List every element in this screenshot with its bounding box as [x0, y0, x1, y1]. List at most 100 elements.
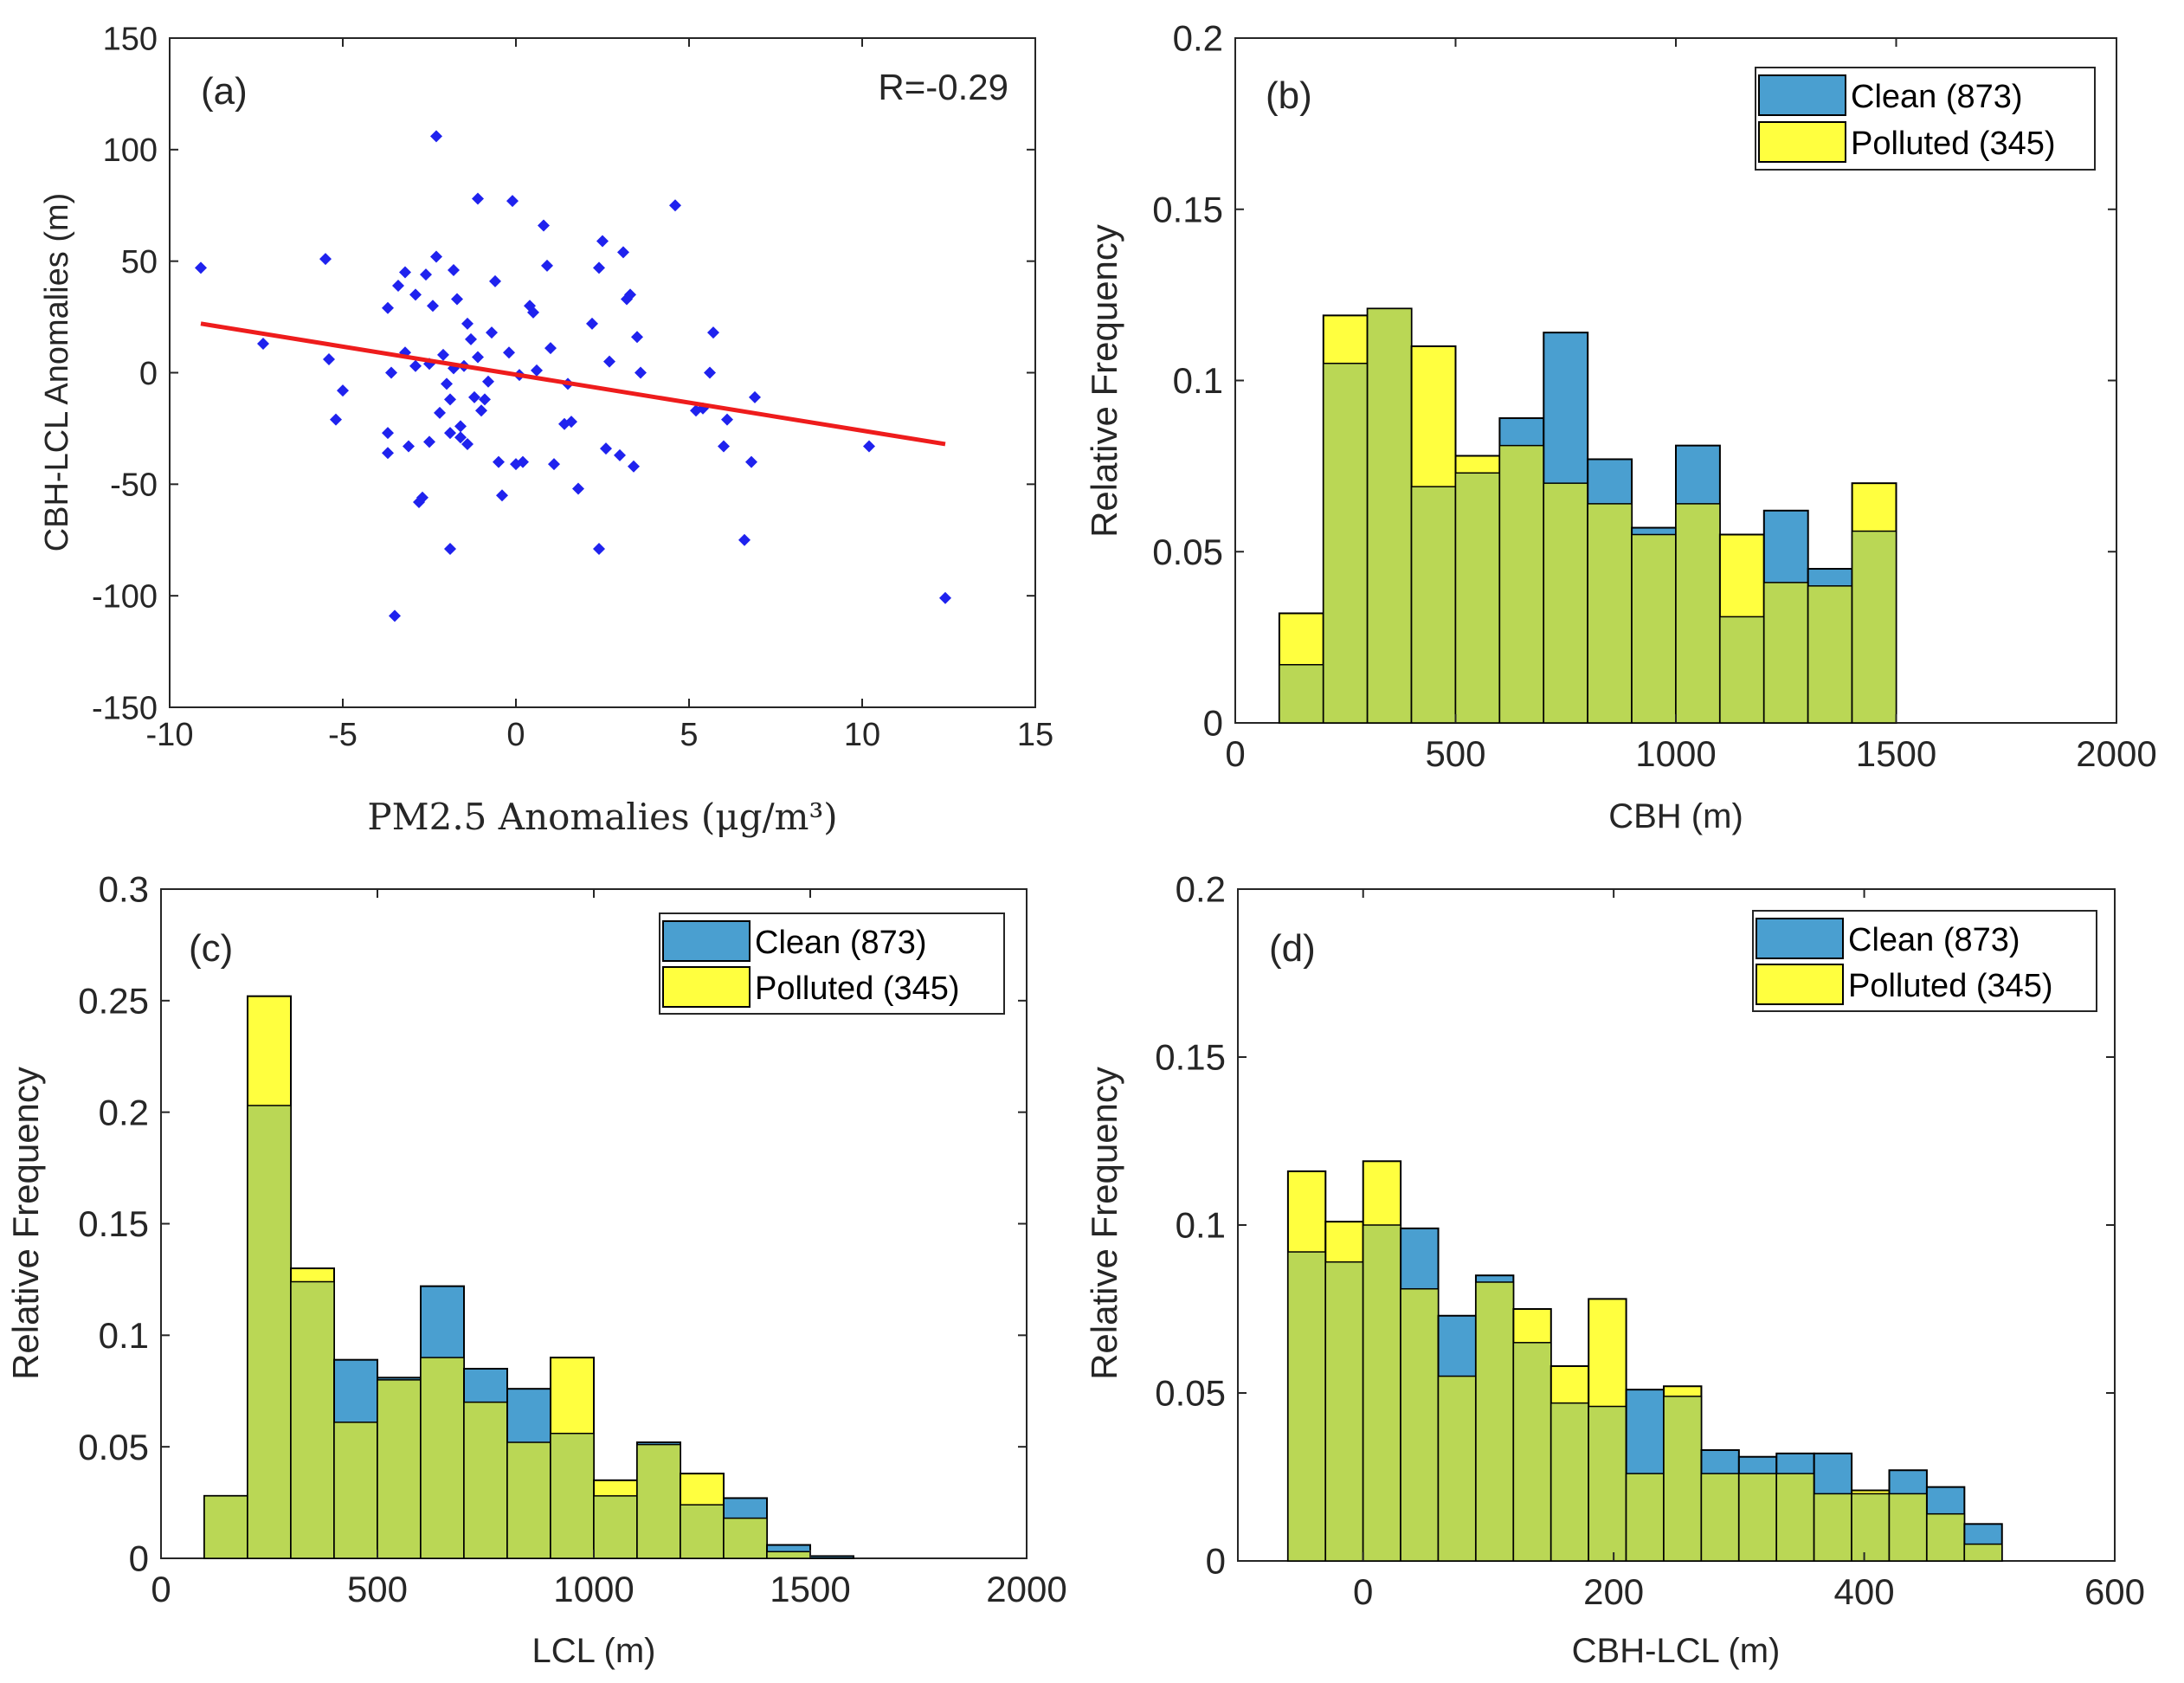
scatter-point	[461, 437, 474, 450]
scatter-point	[527, 306, 539, 319]
scatter-point	[430, 250, 442, 263]
legend-swatch-polluted	[1756, 964, 1844, 1005]
y-tick-label: 0	[139, 356, 158, 392]
x-tick-label: 500	[347, 1569, 408, 1609]
bar-overlap	[1279, 664, 1324, 724]
scatter-point	[586, 317, 598, 330]
bar-overlap	[1926, 1512, 1966, 1562]
y-tick-label: 0.1	[99, 1315, 149, 1356]
x-axis-label-c: LCL (m)	[532, 1632, 656, 1670]
y-axis-label-a: CBH-LCL Anomalies (m)	[39, 193, 75, 552]
scatter-point	[479, 393, 491, 406]
scatter-point	[596, 235, 609, 248]
y-axis-label-c: Relative Frequency	[5, 1067, 46, 1380]
scatter-point	[434, 406, 446, 419]
y-tick-label: 0.2	[1176, 869, 1226, 910]
bar-overlap	[290, 1280, 335, 1559]
bar-overlap	[1437, 1375, 1477, 1562]
plot-area-a	[169, 37, 1036, 708]
scatter-point	[603, 355, 615, 368]
x-tick-label: 0	[1353, 1571, 1373, 1612]
scatter-point	[427, 300, 439, 313]
y-tick-label: 150	[103, 21, 158, 57]
y-tick-label: 0.15	[78, 1203, 149, 1244]
bar-overlap	[1410, 486, 1457, 724]
bar-overlap	[1719, 616, 1765, 724]
bar-overlap	[1851, 530, 1897, 724]
bar-overlap	[1454, 472, 1501, 724]
scatter-point	[430, 130, 442, 143]
y-tick-label: -150	[92, 690, 158, 726]
scatter-point	[721, 413, 733, 426]
scatter-point	[423, 435, 435, 448]
scatter-point	[441, 377, 453, 390]
legend-b: Clean (873) Polluted (345)	[1755, 67, 2096, 171]
scatter-point	[392, 280, 404, 293]
regression-line	[200, 321, 946, 447]
legend-label-clean: Clean (873)	[1851, 79, 2023, 115]
scatter-point	[718, 440, 730, 453]
correlation-annotation: R=-0.29	[878, 67, 1008, 107]
bar-overlap	[723, 1517, 768, 1559]
x-tick-label: 0	[151, 1569, 171, 1609]
scatter-point	[544, 342, 557, 355]
scatter-point	[454, 420, 467, 433]
axis-ticks-d: 0 200 400 600 0 0.05 0.1 0.15 0.2	[1155, 869, 2145, 1612]
panel-label-a: (a)	[201, 70, 248, 113]
scatter-point	[382, 427, 394, 440]
histogram-bars-b	[1278, 307, 1897, 725]
legend-swatch-polluted	[662, 966, 751, 1008]
scatter-point	[257, 338, 269, 351]
bar-overlap	[506, 1441, 551, 1559]
scatter-point	[624, 288, 636, 301]
x-axis-label-d: CBH-LCL (m)	[1572, 1632, 1781, 1670]
x-tick-label: 1000	[553, 1569, 634, 1609]
bar-overlap	[1851, 1493, 1891, 1562]
scatter-point	[319, 253, 332, 266]
scatter-point	[448, 263, 460, 276]
scatter-point	[600, 442, 612, 455]
scatter-point	[385, 366, 397, 379]
x-tick-label: 500	[1425, 733, 1485, 774]
bar-overlap	[203, 1495, 248, 1559]
y-tick-label: 0	[1203, 703, 1223, 744]
bar-overlap	[1963, 1543, 2003, 1562]
scatter-point	[437, 348, 449, 361]
panel-label-b: (b)	[1266, 74, 1312, 117]
bar-overlap	[1366, 307, 1413, 724]
bar-overlap	[463, 1401, 508, 1559]
bar-overlap	[550, 1432, 595, 1559]
x-tick-label: 400	[1834, 1571, 1895, 1612]
x-tick-label: 1500	[770, 1569, 850, 1609]
legend-c: Clean (873) Polluted (345)	[659, 912, 1005, 1015]
bar-overlap	[1588, 1405, 1627, 1562]
scatter-point	[745, 455, 757, 468]
legend-label-polluted: Polluted (345)	[755, 970, 960, 1007]
bar-overlap	[766, 1551, 811, 1559]
scatter-point	[403, 440, 415, 453]
bar-overlap	[1550, 1402, 1589, 1562]
scatter-point	[444, 543, 456, 556]
scatter-point	[749, 390, 761, 403]
scatter-point	[472, 351, 484, 364]
scatter-point	[323, 353, 335, 366]
bar-overlap	[377, 1379, 422, 1559]
y-tick-label: 0.25	[78, 981, 149, 1022]
bar-overlap	[680, 1504, 725, 1559]
scatter-point	[614, 448, 626, 461]
panel-d: 0 200 400 600 0 0.05 0.1 0.15 0.2 (d) Clean (873…	[1084, 869, 2145, 1670]
y-tick-label: 0.05	[1155, 1373, 1226, 1414]
scatter-point	[707, 326, 719, 339]
scatter-point	[503, 346, 515, 359]
bar-overlap	[1362, 1224, 1401, 1562]
x-tick-label: 1000	[1635, 733, 1716, 774]
bar-overlap	[1775, 1473, 1815, 1562]
x-tick-label: 10	[844, 717, 880, 753]
scatter-point	[475, 404, 487, 417]
y-tick-label: 0.2	[99, 1092, 149, 1132]
scatter-point	[330, 413, 342, 426]
bar-overlap	[1324, 1261, 1364, 1562]
bar-overlap	[1807, 585, 1853, 724]
scatter-points	[195, 130, 951, 622]
scatter-point	[472, 192, 484, 205]
